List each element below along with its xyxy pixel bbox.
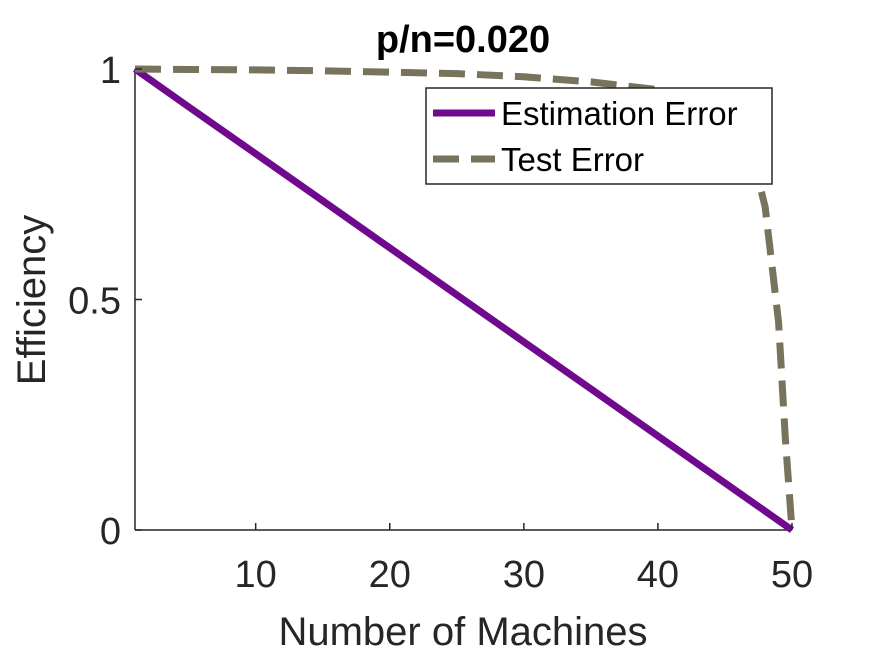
legend: Estimation Error Test Error — [425, 87, 773, 185]
y-tick-label: 1 — [100, 50, 121, 92]
legend-box — [425, 87, 773, 185]
y-tick-label: 0.5 — [68, 281, 121, 323]
y-axis-label: Efficiency — [10, 215, 54, 385]
legend-label-estimation-error: Estimation Error — [501, 95, 738, 132]
legend-label-test-error: Test Error — [501, 141, 644, 178]
y-tick-label: 0 — [100, 511, 121, 553]
x-axis-label: Number of Machines — [278, 610, 647, 654]
x-tick-label: 20 — [369, 554, 411, 596]
x-tick-label: 10 — [235, 554, 277, 596]
series-layer — [132, 65, 796, 533]
series-line-estimation-error — [132, 66, 795, 533]
x-tick-label: 30 — [503, 554, 545, 596]
series-line-test-error — [134, 65, 796, 531]
ticks: 10 20 30 40 50 0 0.5 1 — [68, 50, 813, 596]
x-tick-label: 40 — [637, 554, 679, 596]
x-tick-label: 50 — [771, 554, 813, 596]
chart-title: p/n=0.020 — [376, 19, 550, 61]
